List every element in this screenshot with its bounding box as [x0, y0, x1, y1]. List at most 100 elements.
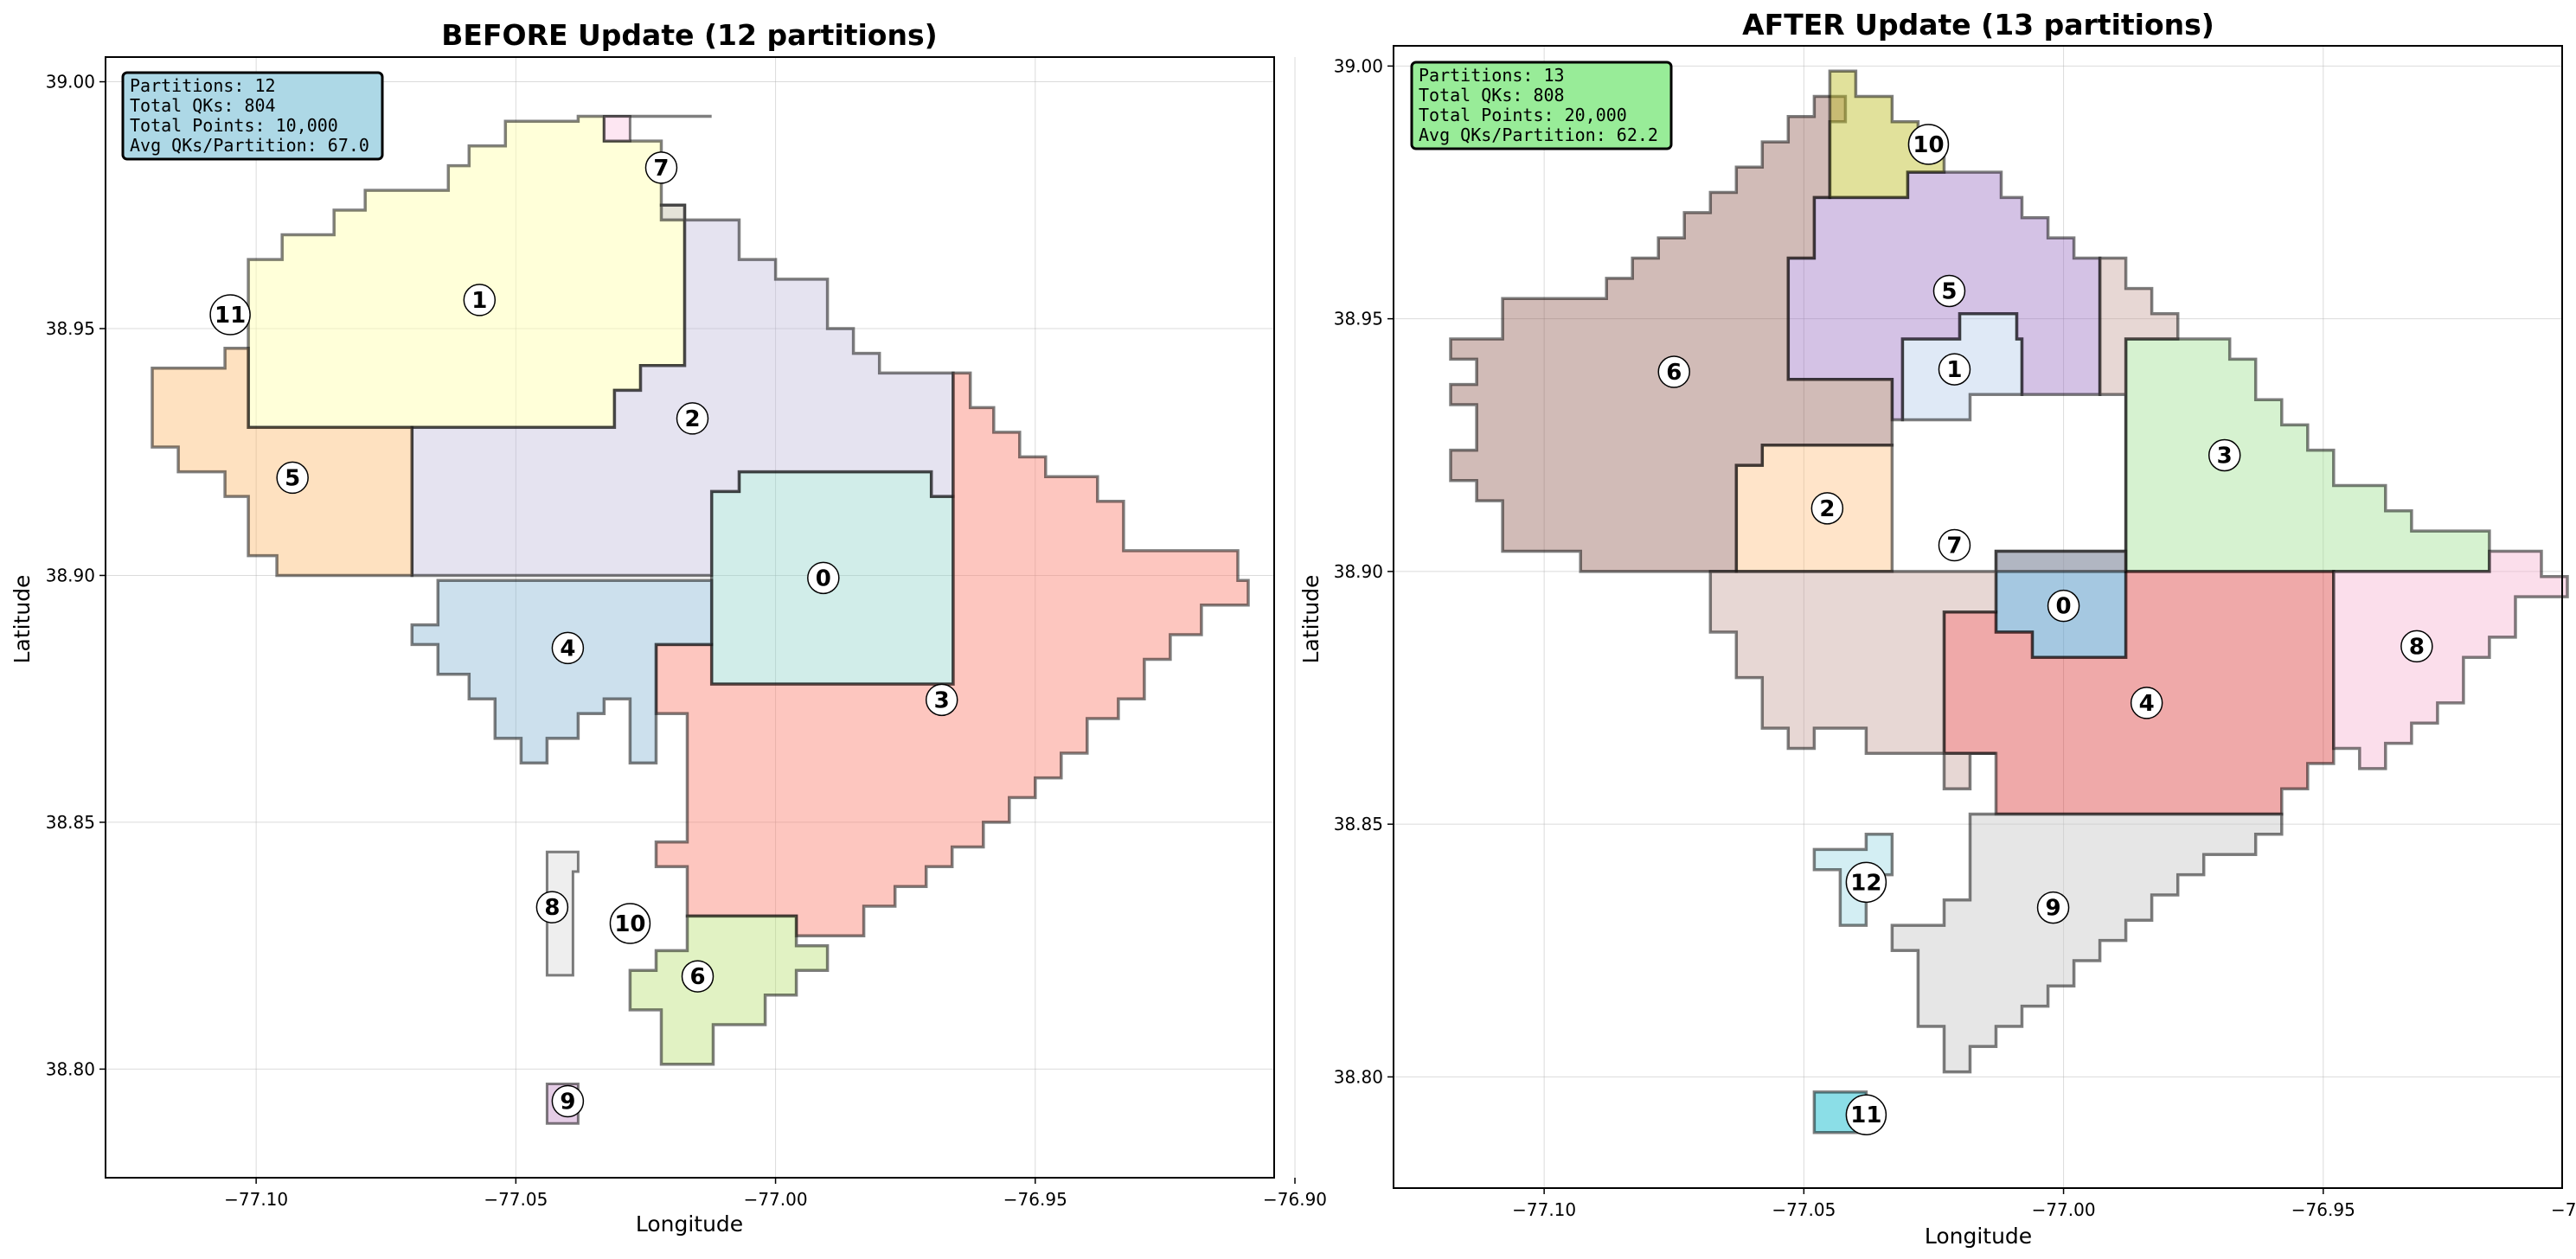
after-y-axis-label: Latitude — [1298, 575, 1323, 664]
after-partition-6-region — [1449, 94, 1894, 573]
before-partition-0-label: 0 — [816, 566, 831, 591]
after-partition-9-label: 9 — [2046, 896, 2061, 922]
before-info-line: Total Points: 10,000 — [130, 115, 338, 136]
before-x-tick-label: −77.05 — [484, 1189, 548, 1210]
before-y-tick-label: 38.80 — [46, 1058, 95, 1079]
after-partition-11-label: 11 — [1850, 1102, 1881, 1128]
before-info-box — [121, 71, 384, 161]
after-partition-2-label: 2 — [1819, 496, 1835, 522]
after-partition-4-marker — [2130, 687, 2163, 719]
after-partition-1-marker — [1938, 353, 1971, 386]
before-partition-5-label: 5 — [285, 465, 300, 491]
before-x-tick-label: −77.00 — [744, 1189, 808, 1210]
before-y-tick-label: 38.95 — [46, 318, 95, 339]
after-info-line: Total Points: 20,000 — [1419, 105, 1627, 125]
after-partition-8-region — [2332, 549, 2569, 770]
after-partition-6-label: 6 — [1666, 360, 1682, 386]
after-partition-3-marker — [2208, 438, 2241, 472]
before-partition-3-region — [654, 371, 1250, 937]
after-panel-title: AFTER Update (13 partitions) — [1742, 8, 2214, 42]
before-partition-4-region — [410, 578, 714, 765]
before-partition-3-label: 3 — [934, 687, 950, 713]
before-partition-6-marker — [681, 960, 714, 993]
after-info-line: Partitions: 13 — [1419, 65, 1565, 86]
before-y-tick-label: 38.90 — [46, 565, 95, 585]
after-partition-10-marker — [1907, 124, 1950, 165]
before-x-tick-label: −76.95 — [1003, 1189, 1067, 1210]
after-x-tick-label: −76.90 — [2551, 1199, 2576, 1220]
after-partition-5-label: 5 — [1941, 278, 1957, 304]
after-partition-0-marker — [2047, 589, 2080, 623]
after-partition-8-label: 8 — [2409, 634, 2425, 660]
after-y-tick-label: 38.90 — [1334, 561, 1383, 582]
before-partition-6-label: 6 — [689, 964, 705, 990]
before-partition-7-label: 7 — [653, 156, 669, 182]
before-partition-2-label: 2 — [684, 406, 700, 432]
before-y-tick-label: 39.00 — [46, 72, 95, 93]
after-info-line: Total QKs: 808 — [1419, 85, 1565, 105]
before-partition-0-marker — [807, 561, 840, 595]
after-partition-10-label: 10 — [1913, 132, 1944, 158]
after-y-tick-label: 38.85 — [1334, 814, 1383, 834]
after-x-tick-label: −77.10 — [1512, 1199, 1576, 1220]
before-partition-4-label: 4 — [560, 636, 575, 661]
after-info-line: Avg QKs/Partition: 62.2 — [1419, 125, 1658, 145]
after-x-tick-label: −76.95 — [2291, 1199, 2355, 1220]
before-partition-8-label: 8 — [544, 895, 560, 921]
before-y-tick-label: 38.85 — [46, 812, 95, 833]
before-y-axis-label: Latitude — [10, 575, 35, 664]
before-panel-title: BEFORE Update (12 partitions) — [441, 18, 937, 52]
after-y-tick-label: 39.00 — [1334, 55, 1383, 76]
before-partition-5-marker — [276, 461, 309, 495]
before-partition-2-marker — [676, 402, 709, 435]
after-partition-7-region — [1708, 256, 2180, 790]
after-partition-2-marker — [1810, 492, 1844, 525]
after-x-axis-label: Longitude — [1925, 1224, 2032, 1249]
before-partition-7-region — [602, 115, 631, 143]
before-info-line: Avg QKs/Partition: 67.0 — [130, 135, 369, 156]
before-update-panel: BEFORE Update (12 partitions) Longitude … — [10, 18, 1327, 1237]
before-partition-3-marker — [925, 683, 958, 717]
before-partition-11-label: 11 — [215, 303, 246, 329]
before-partition-10-label: 10 — [614, 911, 645, 937]
after-partition-4-label: 4 — [2139, 691, 2155, 717]
before-info-line: Partitions: 12 — [130, 75, 276, 96]
after-partition-1-label: 1 — [1946, 357, 1962, 383]
before-partition-9-marker — [551, 1084, 585, 1118]
before-info-line: Total QKs: 804 — [130, 95, 276, 116]
before-x-axis-label: Longitude — [636, 1211, 743, 1237]
before-partition-5-region — [151, 347, 414, 578]
before-partition-11-marker — [209, 294, 251, 336]
after-partition-9-region — [1890, 812, 2284, 1074]
after-partition-11-marker — [1845, 1094, 1887, 1135]
before-partition-10-marker — [609, 903, 651, 944]
after-partition-12-label: 12 — [1850, 870, 1881, 896]
after-partition-0-label: 0 — [2056, 594, 2072, 620]
before-partition-6-region — [628, 914, 830, 1066]
after-partition-12-marker — [1845, 861, 1887, 904]
after-partition-7-marker — [1938, 528, 1971, 562]
after-partition-6-marker — [1657, 355, 1690, 388]
after-partition-3-region — [2124, 337, 2491, 573]
before-partition-7-marker — [644, 151, 678, 184]
after-plot-frame — [1393, 45, 2563, 1189]
after-partition-9-marker — [2036, 891, 2070, 924]
after-info-box — [1410, 61, 1673, 150]
after-partition-3-label: 3 — [2217, 443, 2233, 469]
before-partition-9-label: 9 — [560, 1090, 575, 1115]
after-y-tick-label: 38.95 — [1334, 309, 1383, 329]
before-x-tick-label: −76.90 — [1263, 1189, 1327, 1210]
after-partition-8-marker — [2400, 630, 2433, 663]
before-partition-1-marker — [463, 284, 497, 316]
before-x-tick-label: −77.10 — [224, 1189, 288, 1210]
after-update-panel: AFTER Update (13 partitions) Longitude L… — [1298, 8, 2576, 1249]
after-partition-7-label: 7 — [1946, 533, 1962, 559]
after-y-tick-label: 38.80 — [1334, 1066, 1383, 1087]
after-x-tick-label: −77.05 — [1772, 1199, 1836, 1220]
before-partition-2-region — [410, 203, 955, 578]
before-partition-1-label: 1 — [471, 288, 487, 314]
before-partition-8-marker — [535, 891, 569, 923]
before-partition-4-marker — [551, 631, 585, 665]
before-plot-frame — [105, 56, 1275, 1179]
